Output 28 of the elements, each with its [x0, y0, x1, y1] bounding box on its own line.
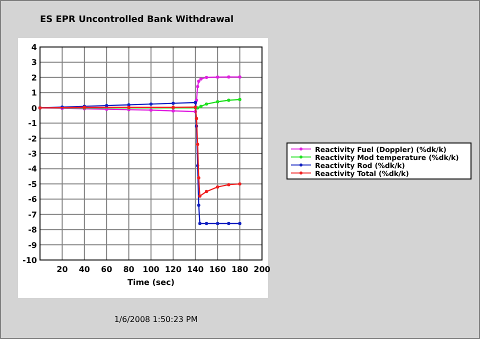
x-tick-label: 200 — [254, 265, 271, 274]
x-tick-label: 120 — [164, 265, 182, 274]
y-tick-label: 1 — [31, 88, 38, 98]
x-tick-label: 80 — [123, 265, 135, 274]
y-tick-label: 2 — [31, 73, 37, 82]
y-tick-label: -8 — [28, 226, 38, 235]
text: 1/6/2008 1:50:23 PM — [114, 315, 198, 324]
x-tick-label: 20 — [56, 265, 68, 274]
y-tick-label: -10 — [22, 256, 38, 265]
x-tick-label: 180 — [231, 265, 249, 274]
x-tick-label: 160 — [209, 265, 226, 274]
y-tick-label: -3 — [28, 150, 37, 158]
y-tick-label: 3 — [31, 58, 37, 68]
y-tick-label: -9 — [28, 240, 38, 250]
y-tick-label: 4 — [31, 43, 38, 52]
chart-title: ES EPR Uncontrolled Bank Withdrawal — [40, 15, 234, 25]
x-tick-label: 140 — [187, 265, 204, 274]
x-axis-title: Time (sec) — [128, 278, 174, 287]
y-tick-label: -6 — [28, 195, 38, 204]
y-tick-label: -2 — [28, 134, 37, 144]
y-tick-label: -4 — [28, 164, 38, 174]
y-tick-label: -7 — [28, 210, 37, 220]
y-tick-label: -5 — [28, 180, 38, 189]
y-tick-label: 0 — [31, 104, 38, 113]
x-tick-label: 60 — [101, 265, 113, 274]
y-tick-label: -1 — [28, 119, 38, 128]
x-tick-label: 100 — [142, 265, 160, 274]
x-tick-label: 40 — [78, 265, 90, 274]
